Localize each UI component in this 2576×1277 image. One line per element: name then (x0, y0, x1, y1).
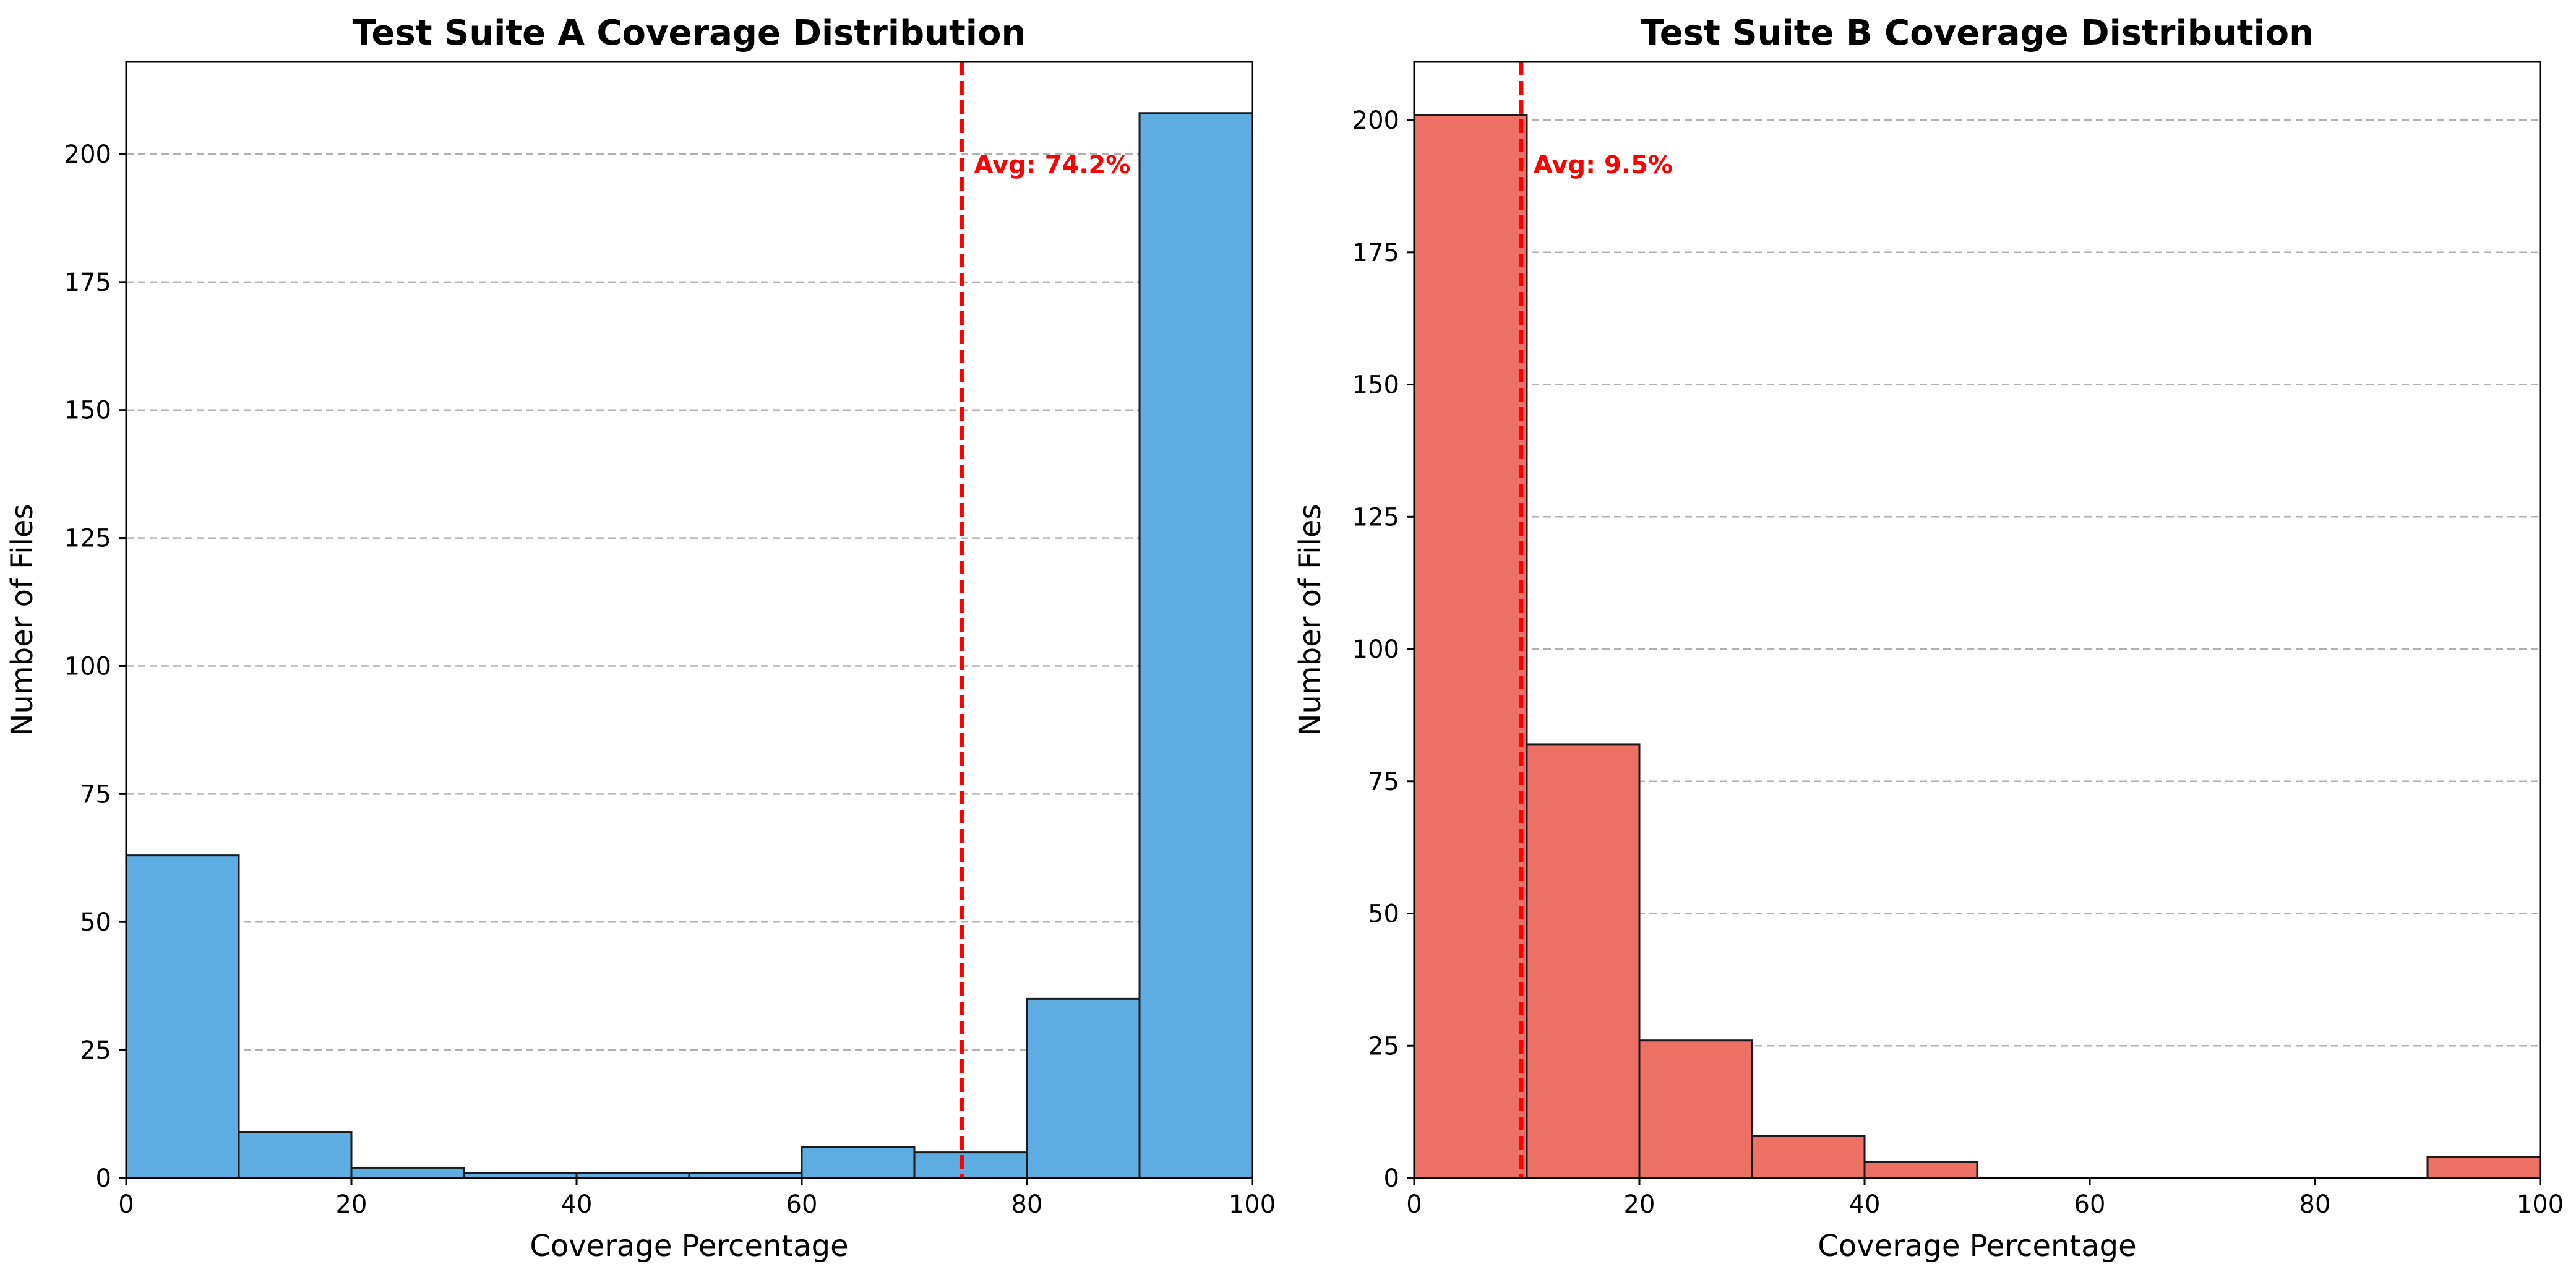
y-tick-label: 200 (1352, 106, 1399, 135)
y-tick-label: 75 (1368, 768, 1399, 796)
y-tick-label: 100 (1352, 635, 1399, 664)
chart-panel-suite-a: Test Suite A Coverage Distribution Cover… (5, 13, 1276, 1263)
y-tick-label: 150 (64, 397, 111, 425)
y-tick-label: 125 (64, 525, 111, 553)
y-tick-label: 175 (1352, 239, 1399, 267)
x-tick-label: 0 (1406, 1190, 1422, 1219)
chart-panel-suite-b: Test Suite B Coverage Distribution Cover… (1293, 13, 2564, 1263)
x-tick-label: 0 (118, 1190, 134, 1219)
histogram-bar (2426, 1156, 2541, 1179)
x-tick-label: 80 (1011, 1190, 1043, 1219)
histogram-bar (1413, 113, 1528, 1179)
y-tick-label: 100 (64, 652, 111, 681)
histogram-bar (1138, 112, 1253, 1179)
y-tick-label: 25 (80, 1036, 111, 1065)
y-tick-label: 0 (1384, 1164, 1399, 1193)
y-axis-label: Number of Files (1293, 504, 1328, 736)
x-axis-label: Coverage Percentage (530, 1229, 848, 1263)
chart-title: Test Suite A Coverage Distribution (353, 13, 1026, 53)
x-tick-label: 100 (2517, 1190, 2564, 1219)
y-tick-label: 75 (80, 780, 111, 809)
histogram-bar (1638, 1039, 1753, 1179)
histogram-bar (125, 854, 240, 1179)
average-label: Avg: 9.5% (1534, 151, 1673, 179)
y-axis-label: Number of Files (5, 504, 40, 736)
y-tick-label: 150 (1352, 371, 1399, 400)
chart-title: Test Suite B Coverage Distribution (1641, 13, 2314, 53)
x-tick-label: 20 (1624, 1190, 1655, 1219)
y-tick-label: 175 (64, 269, 111, 297)
x-tick-label: 100 (1229, 1190, 1276, 1219)
y-tick-label: 0 (96, 1164, 111, 1193)
x-tick-label: 40 (1849, 1190, 1881, 1219)
average-label: Avg: 74.2% (974, 151, 1130, 179)
x-tick-label: 20 (336, 1190, 367, 1219)
plot-frame (1413, 61, 2541, 1179)
histogram-bar (238, 1131, 353, 1179)
y-tick-label: 200 (64, 140, 111, 169)
y-tick-label: 50 (80, 908, 111, 937)
histogram-bar (913, 1151, 1028, 1179)
histogram-bar (801, 1146, 916, 1179)
histogram-bar (1863, 1161, 1978, 1179)
y-tick-label: 50 (1368, 900, 1399, 929)
x-tick-label: 80 (2299, 1190, 2331, 1219)
y-tick-label: 25 (1368, 1032, 1399, 1060)
x-tick-label: 60 (786, 1190, 818, 1219)
x-tick-label: 60 (2074, 1190, 2106, 1219)
plot-frame (125, 61, 1253, 1179)
histogram-bar (1751, 1135, 1866, 1179)
histogram-bar (1526, 743, 1641, 1179)
y-tick-label: 125 (1352, 503, 1399, 531)
x-axis-label: Coverage Percentage (1818, 1229, 2136, 1263)
histogram-bar (350, 1166, 465, 1179)
x-tick-label: 40 (561, 1190, 593, 1219)
histogram-bar (1026, 997, 1141, 1179)
